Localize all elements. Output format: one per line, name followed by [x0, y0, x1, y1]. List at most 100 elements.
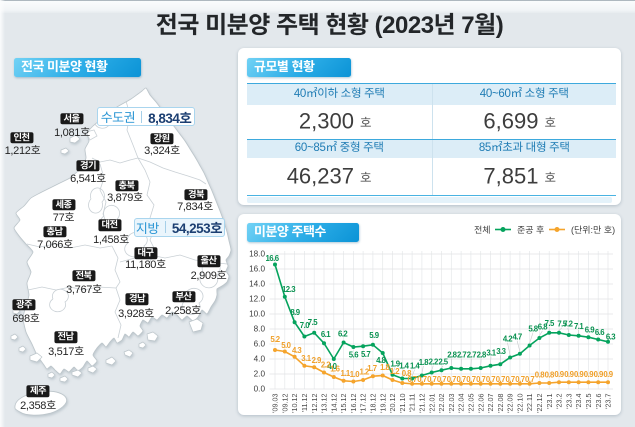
svg-text:5.6: 5.6	[349, 351, 359, 360]
svg-text:0.9: 0.9	[584, 370, 594, 379]
svg-text:7.0: 7.0	[300, 321, 310, 330]
svg-text:6.1: 6.1	[321, 330, 331, 339]
svg-text:1.2: 1.2	[390, 367, 400, 376]
svg-text:0.9: 0.9	[564, 370, 574, 379]
svg-text:6.9: 6.9	[585, 325, 595, 334]
svg-text:4.8: 4.8	[376, 356, 386, 365]
svg-text:0.7: 0.7	[515, 375, 524, 384]
svg-text:'19.12: '19.12	[378, 393, 387, 412]
svg-text:7.5: 7.5	[557, 320, 567, 329]
svg-text:'23.7: '23.7	[604, 394, 613, 409]
svg-text:6.6: 6.6	[595, 328, 605, 337]
svg-text:'23.4: '23.4	[574, 394, 583, 409]
svg-text:7.5: 7.5	[308, 318, 318, 327]
svg-text:(단위:만 호): (단위:만 호)	[571, 225, 615, 235]
svg-text:0.9: 0.9	[603, 370, 613, 379]
svg-text:'22.09: '22.09	[506, 393, 515, 412]
svg-text:'22.06: '22.06	[476, 393, 485, 412]
svg-text:0.7: 0.7	[466, 375, 475, 384]
svg-text:3.1: 3.1	[486, 349, 496, 358]
svg-text:1.4: 1.4	[410, 362, 420, 371]
svg-text:4.0: 4.0	[327, 362, 337, 371]
svg-text:0.7: 0.7	[525, 375, 534, 384]
svg-text:4.3: 4.3	[292, 346, 302, 355]
svg-text:7.5: 7.5	[545, 319, 555, 328]
svg-text:'14.12: '14.12	[329, 393, 338, 412]
svg-text:0.7: 0.7	[417, 375, 426, 384]
svg-text:1.8: 1.8	[419, 358, 429, 367]
svg-text:5.2: 5.2	[270, 335, 280, 344]
svg-text:'11.12: '11.12	[300, 394, 309, 413]
svg-text:0.7: 0.7	[427, 375, 436, 384]
svg-text:4.0: 4.0	[254, 355, 266, 364]
svg-text:1.4: 1.4	[399, 362, 409, 371]
svg-text:3.1: 3.1	[301, 354, 311, 363]
svg-text:1.6: 1.6	[330, 365, 340, 374]
svg-text:12.3: 12.3	[282, 285, 296, 294]
svg-text:5.9: 5.9	[369, 331, 379, 340]
svg-text:2.2: 2.2	[429, 357, 439, 366]
svg-text:'22.05: '22.05	[467, 393, 476, 412]
svg-text:1.1: 1.1	[340, 369, 350, 378]
svg-text:6.8: 6.8	[538, 323, 548, 332]
svg-text:'09.03: '09.03	[271, 393, 280, 412]
svg-text:0.7: 0.7	[447, 375, 456, 384]
svg-text:0.9: 0.9	[594, 370, 604, 379]
svg-text:'22.02: '22.02	[437, 393, 446, 412]
svg-text:'15.12: '15.12	[339, 393, 348, 412]
svg-text:'13.12: '13.12	[320, 393, 329, 412]
svg-text:'22.10: '22.10	[516, 393, 525, 412]
svg-text:6.3: 6.3	[606, 333, 616, 342]
svg-text:'22.11: '22.11	[525, 394, 534, 413]
svg-text:'22.07: '22.07	[486, 393, 495, 412]
svg-text:1.9: 1.9	[390, 359, 400, 368]
svg-text:'22.04: '22.04	[457, 393, 466, 412]
svg-text:'18.12: '18.12	[369, 393, 378, 412]
svg-text:0.7: 0.7	[476, 375, 485, 384]
svg-text:'09.12: '09.12	[280, 393, 289, 412]
svg-text:6.2: 6.2	[338, 330, 348, 339]
svg-text:'20.12: '20.12	[388, 393, 397, 412]
svg-text:2.5: 2.5	[438, 358, 448, 367]
svg-text:18.0: 18.0	[249, 250, 265, 259]
svg-text:0.9: 0.9	[574, 370, 584, 379]
svg-text:'21.12: '21.12	[418, 393, 427, 412]
svg-text:8.0: 8.0	[254, 325, 266, 334]
svg-text:'22.12: '22.12	[535, 393, 544, 412]
svg-text:'23.2: '23.2	[555, 394, 564, 409]
svg-text:0.7: 0.7	[505, 375, 514, 384]
svg-text:'12.12: '12.12	[310, 393, 319, 412]
svg-text:7.2: 7.2	[563, 320, 573, 329]
svg-text:전체: 전체	[474, 225, 491, 235]
svg-text:1.0: 1.0	[350, 370, 360, 379]
svg-text:'21.11: '21.11	[408, 394, 417, 413]
svg-text:14.0: 14.0	[249, 280, 265, 289]
svg-text:'21.10: '21.10	[398, 393, 407, 412]
svg-text:10.0: 10.0	[249, 310, 265, 319]
svg-text:0.7: 0.7	[456, 375, 465, 384]
svg-text:0.8: 0.8	[535, 371, 545, 380]
svg-text:'17.12: '17.12	[359, 393, 368, 412]
svg-text:준공 후: 준공 후	[517, 225, 544, 235]
svg-text:7.1: 7.1	[574, 322, 584, 331]
svg-text:5.8: 5.8	[528, 324, 538, 333]
svg-text:'22.01: '22.01	[427, 393, 436, 412]
svg-text:'22.08: '22.08	[496, 393, 505, 412]
svg-text:2.2: 2.2	[321, 361, 331, 370]
svg-text:'23.5: '23.5	[584, 394, 593, 409]
svg-text:2.9: 2.9	[312, 356, 322, 365]
svg-text:2.0: 2.0	[254, 370, 266, 379]
svg-text:0.7: 0.7	[496, 375, 505, 384]
svg-text:3.3: 3.3	[496, 347, 506, 356]
svg-text:'23.6: '23.6	[594, 394, 603, 409]
svg-text:2.7: 2.7	[457, 351, 466, 360]
svg-text:1.7: 1.7	[367, 364, 376, 373]
svg-text:0.0: 0.0	[254, 385, 266, 394]
svg-text:0.7: 0.7	[486, 375, 495, 384]
svg-text:4.7: 4.7	[512, 333, 521, 342]
svg-text:'23.1: '23.1	[545, 394, 554, 409]
svg-text:2.8: 2.8	[477, 351, 487, 360]
svg-text:4.2: 4.2	[503, 335, 513, 344]
svg-text:16.0: 16.0	[249, 265, 265, 274]
svg-text:12.0: 12.0	[249, 295, 265, 304]
